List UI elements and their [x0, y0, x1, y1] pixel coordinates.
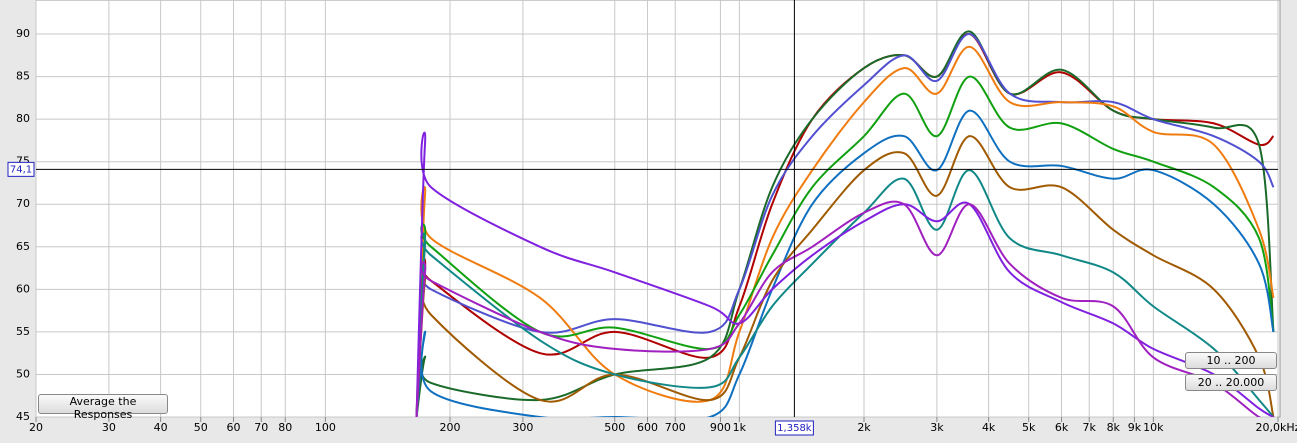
y-tick-label: 85	[16, 70, 30, 83]
plot-area	[35, 0, 1281, 418]
y-tick-label: 90	[16, 27, 30, 40]
response-line	[415, 75, 1275, 417]
x-tick-label: 900	[710, 421, 731, 434]
x-tick-label: 600	[637, 421, 658, 434]
response-line	[415, 135, 1275, 417]
x-tick-label: 300	[512, 421, 533, 434]
x-tick-label: 1k	[733, 421, 747, 434]
cursor-box	[774, 420, 814, 436]
x-tick-label: 700	[665, 421, 686, 434]
range-button[interactable]: 20 .. 20.000	[1185, 374, 1277, 391]
y-tick-label: 45	[16, 410, 30, 423]
y-tick-label: 80	[16, 112, 30, 125]
y-tick-label: 50	[16, 367, 30, 380]
x-tick-label: 8k	[1107, 421, 1121, 434]
x-tick-label: 10k	[1143, 421, 1164, 434]
response-line	[415, 33, 1275, 417]
x-tick-label: 200	[440, 421, 461, 434]
cursor-x-label: 1,358k	[777, 423, 812, 434]
range-button[interactable]: 10 .. 200	[1185, 352, 1277, 369]
x-tick-label: 40	[154, 421, 168, 434]
y-tick-label: 60	[16, 282, 30, 295]
y-tick-label: 70	[16, 197, 30, 210]
x-tick-label: 5k	[1022, 421, 1036, 434]
response-line	[415, 131, 1274, 417]
x-tick-label: 500	[604, 421, 625, 434]
x-tick-label: 9k	[1128, 421, 1142, 434]
x-tick-label: 20,0kHz	[1256, 421, 1297, 434]
x-tick-label: 2k	[857, 421, 871, 434]
x-tick-label: 6k	[1055, 421, 1069, 434]
cursor-box	[7, 161, 35, 177]
x-tick-label: 7k	[1083, 421, 1097, 434]
x-tick-label: 80	[278, 421, 292, 434]
x-tick-label: 3k	[930, 421, 944, 434]
average-button[interactable]: Average the Responses	[38, 394, 168, 421]
x-tick-label: 4k	[982, 421, 996, 434]
x-tick-label: 30	[102, 421, 116, 434]
x-tick-label: 50	[194, 421, 208, 434]
x-tick-label: 60	[227, 421, 241, 434]
y-tick-label: 55	[16, 325, 30, 338]
y-tick-label: 65	[16, 240, 30, 253]
x-tick-label: 100	[315, 421, 336, 434]
cursor-y-label: 74,1	[10, 164, 32, 175]
x-tick-label: 20	[29, 421, 43, 434]
x-tick-label: 70	[254, 421, 268, 434]
response-line	[415, 45, 1275, 417]
response-line	[415, 200, 1274, 417]
